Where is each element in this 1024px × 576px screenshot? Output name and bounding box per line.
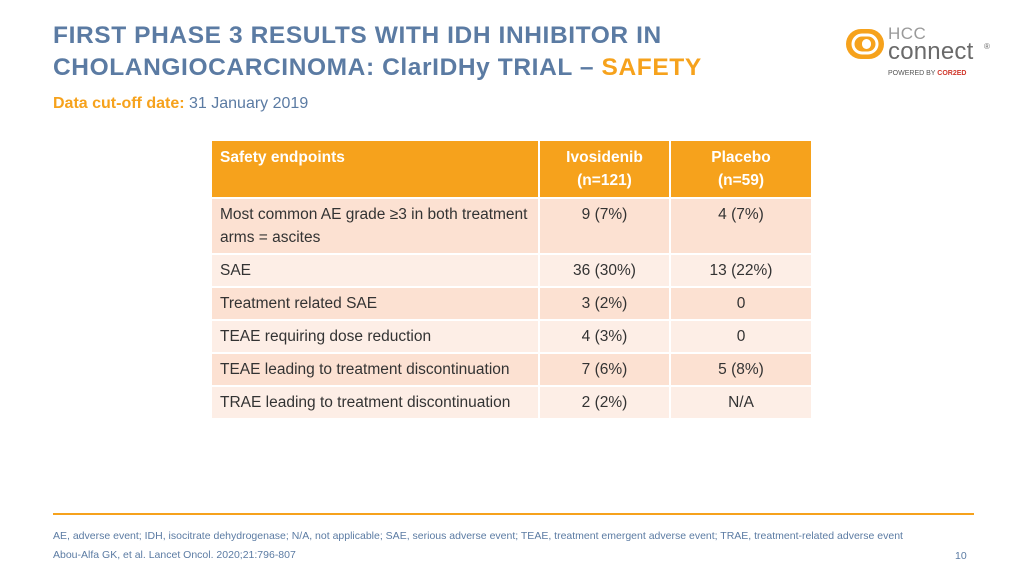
table-row: TRAE leading to treatment discontinuatio… bbox=[212, 385, 811, 418]
abbreviations-footnote: AE, adverse event; IDH, isocitrate dehyd… bbox=[53, 530, 903, 542]
table-row: TEAE leading to treatment discontinuatio… bbox=[212, 352, 811, 386]
table-row: TEAE requiring dose reduction 4 (3%) 0 bbox=[212, 319, 811, 353]
row-placebo-value: 0 bbox=[670, 319, 811, 353]
row-endpoint: Most common AE grade ≥3 in both treatmen… bbox=[212, 197, 540, 254]
row-endpoint: Treatment related SAE bbox=[212, 286, 540, 320]
header-placebo-n: (n=59) bbox=[717, 172, 765, 189]
row-placebo-value: 5 (8%) bbox=[670, 352, 811, 386]
row-ivosidenib-value: 36 (30%) bbox=[539, 253, 671, 287]
logo-powered-label: POWERED BY bbox=[888, 70, 936, 77]
page-number: 10 bbox=[955, 550, 967, 562]
title-accent-safety: SAFETY bbox=[601, 54, 702, 81]
logo-registered: ® bbox=[984, 42, 990, 51]
data-cutoff-value: 31 January 2019 bbox=[189, 95, 309, 112]
slide-title: FIRST PHASE 3 RESULTS WITH IDH INHIBITOR… bbox=[53, 20, 813, 84]
row-ivosidenib-value: 9 (7%) bbox=[539, 197, 671, 254]
title-line-2-main: CHOLANGIOCARCINOMA: ClarIDHy TRIAL – bbox=[53, 54, 602, 81]
logo-mark-icon bbox=[846, 29, 884, 59]
title-line-2: CHOLANGIOCARCINOMA: ClarIDHy TRIAL – SAF… bbox=[53, 52, 813, 84]
title-line-1: FIRST PHASE 3 RESULTS WITH IDH INHIBITOR… bbox=[53, 22, 662, 49]
header-ivosidenib-n: (n=121) bbox=[577, 172, 632, 189]
row-placebo-value: N/A bbox=[670, 385, 811, 418]
logo-hcc: HCC bbox=[888, 24, 927, 43]
row-ivosidenib-value: 3 (2%) bbox=[539, 286, 671, 320]
header-ivosidenib: Ivosidenib (n=121) bbox=[539, 141, 671, 198]
header-placebo-label: Placebo bbox=[711, 149, 771, 166]
data-cutoff: Data cut-off date: 31 January 2019 bbox=[53, 95, 308, 113]
header-safety-endpoints: Safety endpoints bbox=[212, 141, 540, 198]
table-header-row: Safety endpoints Ivosidenib (n=121) Plac… bbox=[212, 141, 811, 198]
header-placebo: Placebo (n=59) bbox=[670, 141, 811, 198]
header-ivosidenib-label: Ivosidenib bbox=[566, 149, 643, 166]
row-endpoint: TEAE leading to treatment discontinuatio… bbox=[212, 352, 540, 386]
footer-divider bbox=[53, 513, 974, 515]
logo-powered-by: POWERED BY COR2ED bbox=[888, 70, 966, 77]
safety-table: Safety endpoints Ivosidenib (n=121) Plac… bbox=[212, 141, 811, 418]
row-ivosidenib-value: 4 (3%) bbox=[539, 319, 671, 353]
table-row: Treatment related SAE 3 (2%) 0 bbox=[212, 286, 811, 320]
table-row: Most common AE grade ≥3 in both treatmen… bbox=[212, 197, 811, 254]
row-placebo-value: 0 bbox=[670, 286, 811, 320]
reference-citation: Abou-Alfa GK, et al. Lancet Oncol. 2020;… bbox=[53, 549, 296, 561]
logo-brand: COR2ED bbox=[937, 70, 967, 77]
row-placebo-value: 13 (22%) bbox=[670, 253, 811, 287]
hcc-connect-logo: HCC connect ® POWERED BY COR2ED bbox=[844, 24, 994, 84]
logo-connect: connect bbox=[888, 38, 974, 65]
row-ivosidenib-value: 7 (6%) bbox=[539, 352, 671, 386]
row-endpoint: TRAE leading to treatment discontinuatio… bbox=[212, 385, 540, 418]
row-endpoint: TEAE requiring dose reduction bbox=[212, 319, 540, 353]
table-row: SAE 36 (30%) 13 (22%) bbox=[212, 253, 811, 287]
row-ivosidenib-value: 2 (2%) bbox=[539, 385, 671, 418]
row-placebo-value: 4 (7%) bbox=[670, 197, 811, 254]
data-cutoff-label: Data cut-off date: bbox=[53, 95, 185, 112]
row-endpoint: SAE bbox=[212, 253, 540, 287]
